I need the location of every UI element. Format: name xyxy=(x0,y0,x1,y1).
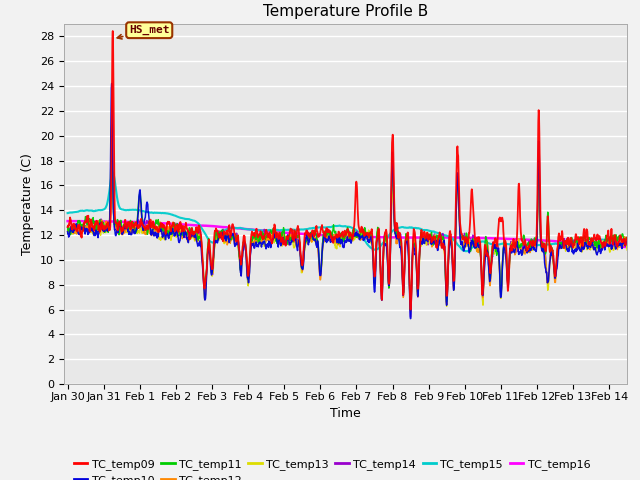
Y-axis label: Temperature (C): Temperature (C) xyxy=(22,153,35,255)
X-axis label: Time: Time xyxy=(330,407,361,420)
Title: Temperature Profile B: Temperature Profile B xyxy=(263,4,428,19)
Legend: TC_temp09, TC_temp10, TC_temp11, TC_temp12, TC_temp13, TC_temp14, TC_temp15, TC_: TC_temp09, TC_temp10, TC_temp11, TC_temp… xyxy=(70,455,595,480)
Text: HS_met: HS_met xyxy=(117,25,170,39)
